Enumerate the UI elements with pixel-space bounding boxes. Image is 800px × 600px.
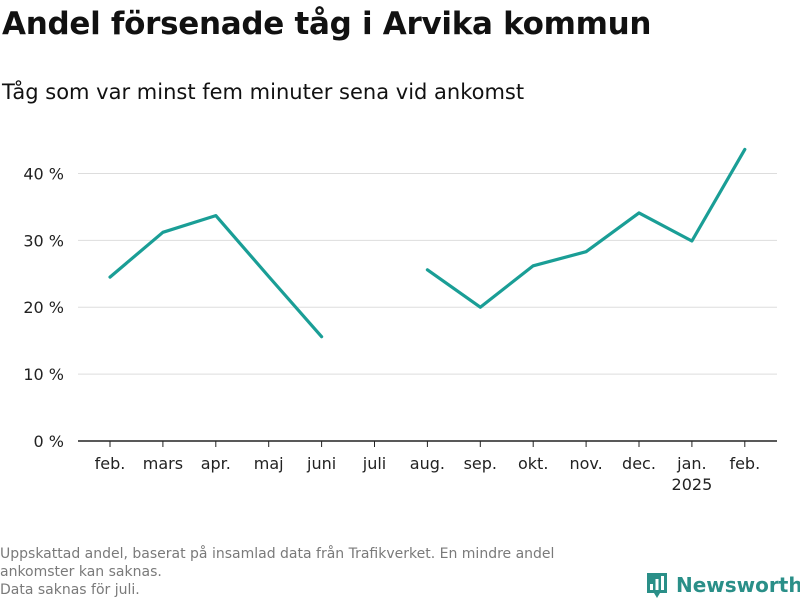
chart-title: Andel försenade tåg i Arvika kommun (2, 6, 652, 42)
series-line-segment (108, 214, 324, 339)
x-axis-ticks: feb. mars apr. maj juni juli aug. sep. okt. nov. d… (95, 441, 760, 494)
footnote-line: ankomster kan saknas. (0, 564, 162, 580)
y-tick-label: 10 % (23, 365, 64, 384)
x-tick-label: juli (362, 454, 386, 473)
x-tick-label: maj (254, 454, 284, 473)
y-tick-label: 30 % (23, 231, 64, 250)
x-tick-label: feb. (95, 454, 126, 473)
y-tick-label: 0 % (34, 432, 64, 451)
brand-logo: Newsworthy (645, 570, 800, 600)
brand-name: Newsworthy (676, 573, 800, 597)
footnote-line: Uppskattad andel, baserat på insamlad da… (0, 546, 555, 562)
x-tick-label: juni (306, 454, 336, 473)
x-tick-label: nov. (569, 454, 602, 473)
x-tick-label: feb. (729, 454, 760, 473)
y-tick-label: 20 % (23, 298, 64, 317)
x-tick-label: aug. (410, 454, 445, 473)
x-tick-label: mars (143, 454, 183, 473)
x-tick-label: okt. (518, 454, 548, 473)
y-tick-label: 40 % (23, 164, 64, 183)
chart-subtitle: Tåg som var minst fem minuter sena vid a… (2, 80, 525, 104)
footnote-line: Data saknas för juli. (0, 582, 140, 598)
footnote: Uppskattad andel, baserat på insamlad da… (0, 545, 640, 599)
y-axis-ticks: 0 % 10 % 20 % 30 % 40 % (23, 164, 64, 451)
bar-chart-icon (647, 573, 667, 598)
x-tick-label: sep. (464, 454, 497, 473)
series-line-segment (425, 147, 747, 309)
line-chart: 0 % 10 % 20 % 30 % 40 % feb. mars apr. maj juni j… (23, 147, 777, 494)
x-tick-label: dec. (622, 454, 656, 473)
x-tick-label: apr. (201, 454, 231, 473)
series-lines (108, 147, 747, 339)
x-tick-sublabel: 2025 (672, 475, 713, 494)
x-tick-label: jan. (676, 454, 706, 473)
gridlines (78, 172, 777, 375)
